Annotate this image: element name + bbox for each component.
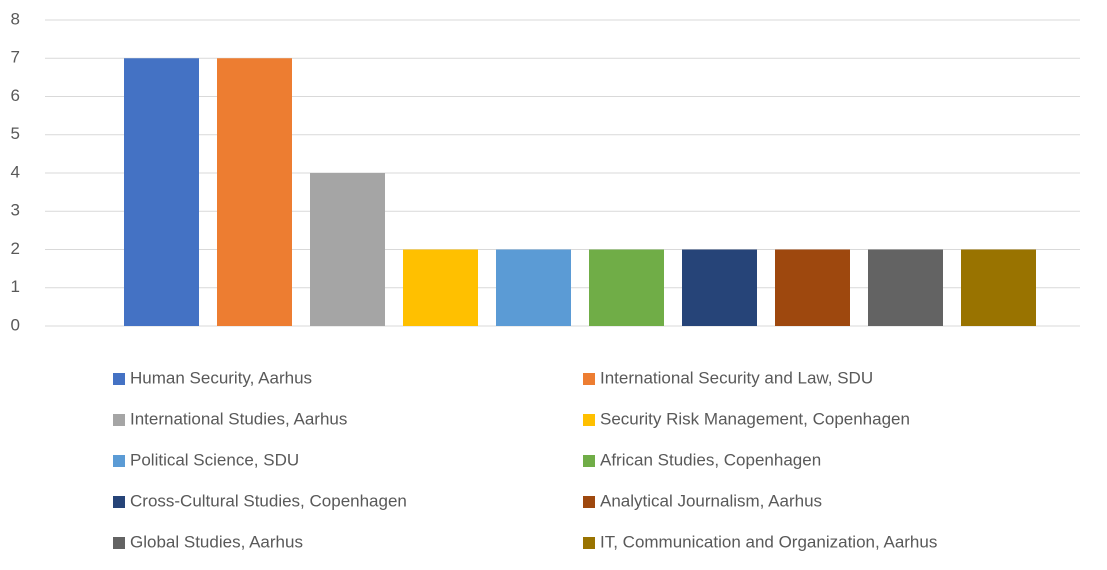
legend-label: Cross-Cultural Studies, Copenhagen	[130, 491, 407, 510]
legend-label: International Security and Law, SDU	[600, 368, 873, 387]
legend-label: Security Risk Management, Copenhagen	[600, 409, 910, 428]
legend-swatch	[113, 455, 125, 467]
bar	[217, 58, 292, 326]
y-tick-label: 0	[11, 315, 20, 334]
y-tick-label: 7	[11, 48, 20, 67]
y-tick-label: 3	[11, 201, 20, 220]
legend-label: IT, Communication and Organization, Aarh…	[600, 532, 937, 551]
legend-swatch	[113, 537, 125, 549]
bar	[775, 249, 850, 326]
bar	[403, 249, 478, 326]
legend-swatch	[583, 373, 595, 385]
y-tick-label: 2	[11, 239, 20, 258]
y-tick-label: 1	[11, 277, 20, 296]
bar	[589, 249, 664, 326]
bar	[310, 173, 385, 326]
y-tick-label: 4	[11, 162, 20, 181]
y-tick-label: 5	[11, 124, 20, 143]
y-tick-label: 6	[11, 86, 20, 105]
y-tick-label: 8	[11, 9, 20, 28]
bar	[961, 249, 1036, 326]
bar	[496, 249, 571, 326]
legend-label: International Studies, Aarhus	[130, 409, 347, 428]
legend-swatch	[583, 537, 595, 549]
legend-label: Analytical Journalism, Aarhus	[600, 491, 822, 510]
bar	[682, 249, 757, 326]
legend-label: African Studies, Copenhagen	[600, 450, 821, 469]
legend-swatch	[113, 496, 125, 508]
bar	[868, 249, 943, 326]
legend-swatch	[583, 496, 595, 508]
bar	[124, 58, 199, 326]
legend-label: Political Science, SDU	[130, 450, 299, 469]
legend-swatch	[113, 373, 125, 385]
legend-label: Global Studies, Aarhus	[130, 532, 303, 551]
legend-swatch	[113, 414, 125, 426]
legend-swatch	[583, 414, 595, 426]
legend-label: Human Security, Aarhus	[130, 368, 312, 387]
legend-swatch	[583, 455, 595, 467]
